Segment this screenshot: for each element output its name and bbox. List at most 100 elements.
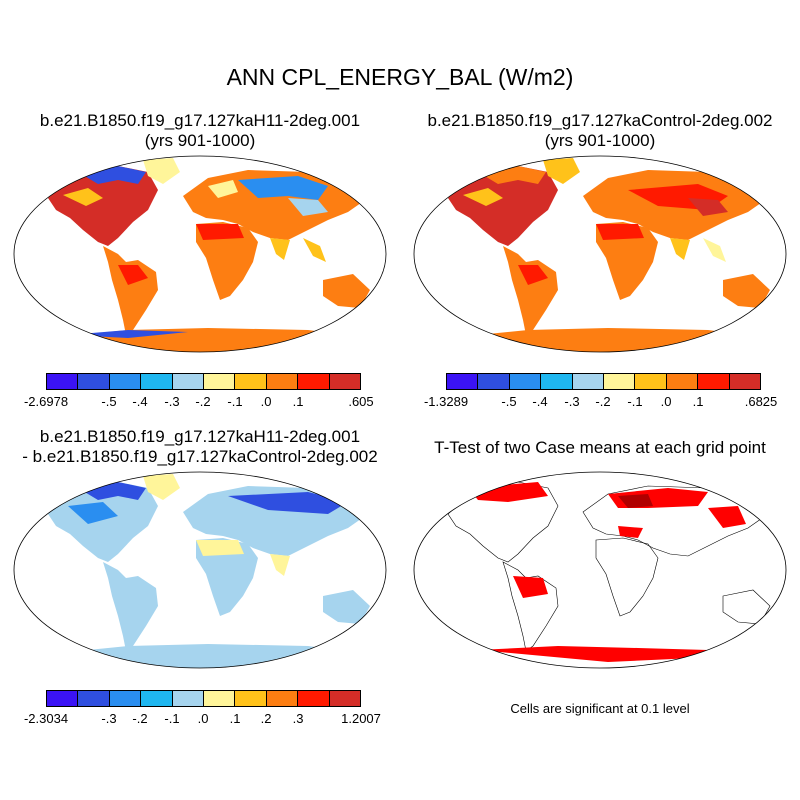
coast-north-america bbox=[447, 481, 559, 563]
colorbar-tick-label: -.2 bbox=[595, 394, 611, 409]
colorbar-tick-label: .6825 bbox=[744, 394, 778, 409]
map-border bbox=[13, 155, 387, 353]
figure-title: ANN CPL_ENERGY_BAL (W/m2) bbox=[226, 64, 574, 90]
map-border bbox=[13, 471, 387, 669]
coast-eurasia bbox=[582, 485, 769, 557]
land-north-america bbox=[48, 482, 158, 562]
colorbar-swatch bbox=[109, 374, 142, 389]
panel-title-line2: - b.e21.B1850.f19_g17.127kaControl-2deg.… bbox=[22, 447, 378, 466]
colorbar-tick-label: -.3 bbox=[164, 394, 180, 409]
land-amazon bbox=[518, 265, 548, 285]
colorbar-swatch bbox=[541, 374, 573, 389]
colorbar-tick-label: .0 bbox=[660, 394, 672, 409]
panel-title-line1: b.e21.B1850.f19_g17.127kaControl-2deg.00… bbox=[427, 111, 773, 130]
colorbar-tick-label: 1.2007 bbox=[341, 711, 381, 726]
significant-antarctica bbox=[478, 646, 738, 662]
map-land bbox=[18, 158, 386, 352]
land-india bbox=[670, 238, 690, 260]
colorbar-bottom-left bbox=[46, 690, 361, 707]
colorbar-tick-label: -.2 bbox=[195, 394, 211, 409]
colorbar-swatch bbox=[666, 374, 699, 389]
colorbar-tick-label: -.1 bbox=[627, 394, 643, 409]
colorbar-tick-label: -.1 bbox=[164, 711, 180, 726]
colorbar-swatch bbox=[298, 374, 330, 389]
land-greenland bbox=[143, 474, 180, 500]
colorbar-tick-label: -.4 bbox=[132, 394, 148, 409]
land-africa bbox=[596, 222, 658, 300]
panel-title-line2: (yrs 901-1000) bbox=[144, 131, 256, 150]
land-alaska bbox=[63, 188, 103, 206]
panel-title-bottom-right: T-Test of two Case means at each grid po… bbox=[434, 438, 766, 457]
land-siberia bbox=[238, 176, 328, 200]
land-greenland bbox=[143, 158, 180, 184]
colorbar-swatch bbox=[329, 691, 361, 706]
colorbar-swatch bbox=[604, 374, 636, 389]
map-land bbox=[418, 158, 786, 352]
significant-east-asia bbox=[708, 506, 746, 528]
colorbar-swatch bbox=[141, 374, 173, 389]
panel-title-top-right: b.e21.B1850.f19_g17.127kaControl-2deg.00… bbox=[400, 111, 800, 151]
map-land bbox=[18, 474, 386, 668]
colorbar-swatch bbox=[47, 374, 79, 389]
significant-amazon bbox=[513, 576, 548, 598]
colorbar-tick-label: .1 bbox=[292, 394, 304, 409]
land-australia bbox=[323, 274, 370, 308]
land-australia bbox=[723, 274, 770, 308]
land-canada bbox=[68, 502, 118, 524]
map-border bbox=[413, 155, 787, 353]
coast-africa bbox=[595, 537, 659, 617]
land-europe-north bbox=[208, 180, 238, 198]
colorbar-swatch bbox=[172, 374, 205, 389]
land-sahara bbox=[196, 224, 244, 240]
colorbar-swatch bbox=[78, 374, 110, 389]
colorbar-tick-label: -.2 bbox=[132, 711, 148, 726]
land-central-asia bbox=[288, 198, 328, 216]
land-south-america bbox=[103, 562, 158, 651]
significance-note: Cells are significant at 0.1 level bbox=[510, 701, 690, 716]
land-alaska bbox=[463, 188, 503, 206]
colorbar-swatch bbox=[635, 374, 667, 389]
map-top-left bbox=[13, 155, 387, 353]
significant-europe bbox=[618, 494, 653, 508]
land-amazon bbox=[118, 265, 148, 285]
colorbar-tick-label: .2 bbox=[260, 711, 272, 726]
land-antarctica bbox=[18, 644, 386, 668]
colorbar-tick-label: .3 bbox=[292, 711, 304, 726]
land-greenland bbox=[543, 158, 580, 184]
land-india bbox=[270, 554, 290, 576]
panel-title-top-left: b.e21.B1850.f19_g17.127kaH11-2deg.001 (y… bbox=[0, 111, 400, 151]
colorbar-swatch bbox=[204, 374, 236, 389]
land-south-america bbox=[103, 246, 158, 335]
map-top-right bbox=[413, 155, 787, 353]
panel-title-line1: b.e21.B1850.f19_g17.127kaH11-2deg.001 bbox=[39, 111, 361, 130]
land-antarctica bbox=[418, 328, 786, 352]
colorbar-tick-label: -1.3289 bbox=[423, 394, 469, 409]
colorbar-swatch bbox=[698, 374, 730, 389]
colorbar-tick-label: -.1 bbox=[227, 394, 243, 409]
land-south-america bbox=[503, 246, 558, 335]
land-india bbox=[270, 238, 290, 260]
land-se-asia bbox=[303, 238, 326, 262]
colorbar-tick-label: -.3 bbox=[564, 394, 580, 409]
colorbar-top-right bbox=[446, 373, 761, 390]
colorbar-swatch bbox=[266, 691, 299, 706]
colorbar-tick-label: -.5 bbox=[501, 394, 517, 409]
significant-mideast bbox=[618, 526, 643, 538]
map-bottom-right bbox=[413, 471, 787, 669]
colorbar-swatch bbox=[47, 691, 79, 706]
colorbar-swatch bbox=[235, 691, 267, 706]
colorbar-top-left bbox=[46, 373, 361, 390]
panel-title-line1: b.e21.B1850.f19_g17.127kaH11-2deg.001 bbox=[39, 427, 361, 446]
land-siberia bbox=[228, 492, 348, 514]
colorbar-swatch bbox=[447, 374, 479, 389]
colorbar-swatch bbox=[141, 691, 173, 706]
land-antarctica bbox=[18, 328, 386, 352]
colorbar-tick-label: -.3 bbox=[101, 711, 117, 726]
colorbar-swatch bbox=[204, 691, 236, 706]
land-sahara bbox=[596, 224, 644, 240]
map-background bbox=[414, 472, 786, 668]
colorbar-tick-label: .1 bbox=[692, 394, 704, 409]
colorbar-swatch bbox=[572, 374, 605, 389]
land-sahara bbox=[196, 540, 244, 556]
colorbar-swatch bbox=[298, 691, 330, 706]
